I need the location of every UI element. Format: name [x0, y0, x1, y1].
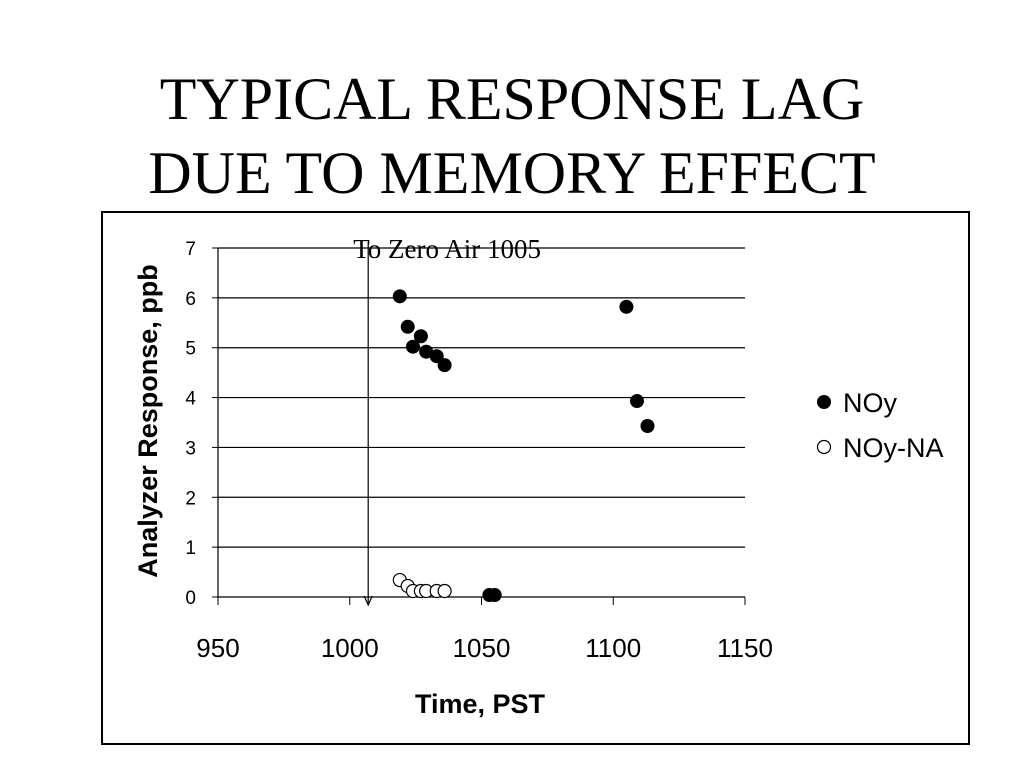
- y-tick-label: 2: [185, 488, 196, 509]
- y-tick-label: 0: [185, 588, 196, 609]
- y-tick-label: 4: [185, 389, 196, 410]
- x-axis-title: Time, PST: [415, 689, 546, 719]
- y-axis-title: Analyzer Response, ppb: [133, 264, 163, 578]
- y-tick-label: 6: [185, 289, 196, 310]
- noy-data-point: [437, 358, 452, 373]
- x-tick-label: 1000: [321, 633, 379, 663]
- x-tick-label: 1050: [453, 633, 511, 663]
- x-tick-label: 1150: [717, 633, 773, 663]
- noy-data-point: [413, 329, 428, 344]
- noy-data-point: [629, 394, 644, 409]
- noy-data-point: [400, 319, 415, 334]
- x-tick-label: 1100: [585, 633, 641, 663]
- legend-label: NOy-NA: [843, 433, 944, 463]
- x-tick-label: 950: [196, 633, 239, 663]
- legend-marker: [816, 439, 832, 455]
- noy-data-point: [619, 299, 634, 314]
- y-tick-label: 1: [185, 538, 196, 559]
- slide-title-line-1: TYPICAL RESPONSE LAG: [159, 66, 865, 132]
- noy-data-point: [405, 339, 420, 354]
- annotation-label: To Zero Air 1005: [353, 234, 541, 264]
- slide-title-line-2: DUE TO MEMORY EFFECT: [148, 140, 876, 206]
- legend-marker: [817, 395, 831, 409]
- noy-data-point: [640, 418, 655, 433]
- noy-data-point: [419, 344, 434, 359]
- legend-label: NOy: [843, 388, 898, 418]
- y-tick-label: 5: [185, 339, 196, 360]
- noy-data-point: [487, 588, 502, 603]
- noy-na-data-point: [437, 583, 452, 599]
- y-tick-label: 7: [185, 239, 196, 260]
- slide-title: TYPICAL RESPONSE LAG DUE TO MEMORY EFFEC…: [0, 62, 1024, 210]
- chart-frame: [101, 211, 970, 745]
- noy-data-point: [429, 349, 444, 364]
- noy-data-point: [392, 289, 407, 304]
- annotation-arrow-head: [363, 595, 373, 607]
- y-tick-label: 3: [185, 438, 196, 459]
